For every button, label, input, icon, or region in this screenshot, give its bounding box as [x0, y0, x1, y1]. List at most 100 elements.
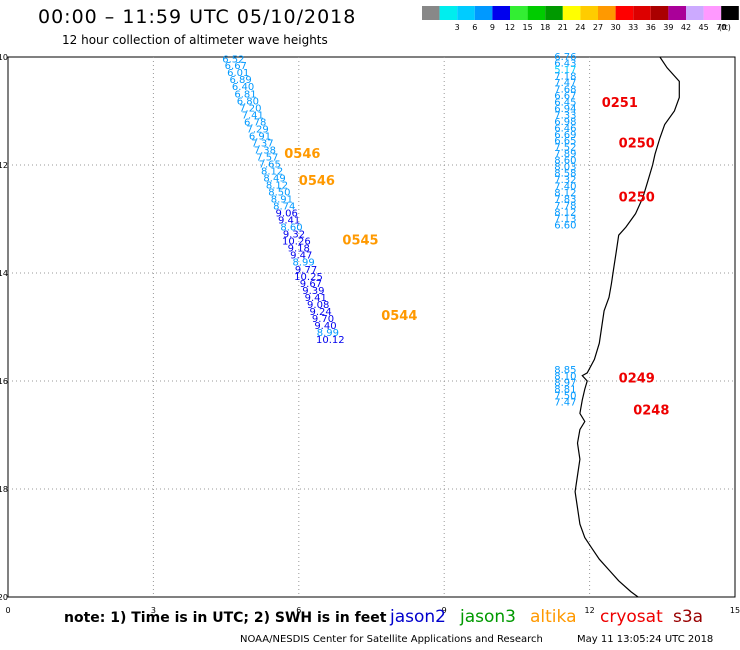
legend-swatch [422, 6, 440, 20]
swh-value-cryosat: 7.89 [554, 149, 576, 160]
x-tick-label: 9 [442, 606, 447, 615]
swh-value-altika: 9.41 [278, 216, 300, 227]
swh-value-cryosat: 7.33 [554, 110, 576, 121]
legend-swatch [545, 6, 563, 20]
x-tick-label: 6 [296, 606, 301, 615]
swh-value-cryosat: 6.65 [554, 136, 576, 147]
swh-value-altika: 10.25 [294, 272, 323, 283]
pass-label-cryosat: 0248 [633, 404, 669, 419]
swh-value-cryosat: 8.85 [554, 365, 576, 376]
legend-tick-label: 21 [558, 23, 568, 32]
swh-value-cryosat: 8.81 [554, 385, 576, 396]
swh-value-cryosat: 7.78 [554, 201, 576, 212]
legend-swatch [721, 6, 739, 20]
swh-value-altika: 10.26 [282, 237, 311, 248]
swh-value-altika: 9.70 [312, 314, 334, 325]
legend-tick-label: 18 [540, 23, 550, 32]
swh-value-cryosat: 6.98 [554, 117, 576, 128]
swh-value-altika: 9.18 [288, 244, 310, 255]
swh-value-altika: 7.41 [242, 110, 264, 121]
legend-tick-label: 27 [593, 23, 603, 32]
swh-value-cryosat: 8.12 [554, 188, 576, 199]
swh-value-cryosat: 6.45 [554, 97, 576, 108]
swh-value-altika: 7.65 [259, 159, 281, 170]
swh-value-altika: 6.67 [225, 61, 247, 72]
swh-value-altika: 6.01 [227, 68, 249, 79]
legend-cryosat: cryosat [600, 607, 663, 627]
swh-value-cryosat: 8.03 [554, 162, 576, 173]
legend-swatch [580, 6, 598, 20]
swh-value-altika: 9.47 [290, 251, 312, 262]
swh-value-altika: 6.89 [230, 75, 252, 86]
plot-frame [7, 56, 736, 598]
legend-swatch [633, 6, 651, 20]
swh-value-cryosat: 6.43 [554, 58, 576, 69]
legend-s3a: s3a [673, 607, 704, 627]
swh-value-altika: 6.91 [249, 131, 271, 142]
legend-tick-label: 30 [611, 23, 621, 32]
x-tick-label: 0 [5, 606, 10, 615]
legend-swatch [615, 6, 634, 20]
legend-swatch [562, 6, 581, 20]
legend-tick-label: 9 [490, 23, 495, 32]
legend-jason2: jason2 [390, 607, 446, 627]
swh-value-altika: 9.06 [276, 209, 298, 220]
swh-value-cryosat: 6.46 [554, 123, 576, 134]
swh-value-altika: 7.20 [239, 103, 261, 114]
swh-value-cryosat: 8.60 [554, 156, 576, 167]
legend-swatch [474, 6, 493, 20]
swh-value-cryosat: 7.83 [554, 195, 576, 206]
swh-value-altika: 6.52 [222, 55, 244, 66]
swh-value-altika: 6.40 [232, 82, 254, 93]
swh-value-altika: 9.32 [283, 230, 305, 241]
pass-label-altika: 0544 [381, 309, 417, 324]
legend-swatch [457, 6, 475, 20]
legend-swatch [668, 6, 686, 20]
legend-tick-label: 24 [575, 23, 585, 32]
legend-tick-label: 33 [628, 23, 638, 32]
legend-swatch [598, 6, 616, 20]
legend-tick-label: 42 [681, 23, 691, 32]
pass-label-cryosat: 0250 [619, 190, 655, 205]
y-tick-label: -18 [0, 485, 8, 494]
swh-value-cryosat: 5.17 [554, 65, 576, 76]
swh-value-altika: 6.80 [237, 96, 259, 107]
swh-value-cryosat: 6.76 [554, 52, 576, 63]
credit-line: NOAA/NESDIS Center for Satellite Applica… [240, 634, 543, 645]
pass-label-altika: 0546 [299, 174, 335, 189]
color-scale-legend: 3 6 9 12 15 18 21 24 27 30 33 36 39 42 45 70(ft) [422, 6, 739, 32]
swh-value-cryosat: 7.13 [554, 214, 576, 225]
legend-tick-label: 36 [646, 23, 656, 32]
legend-tick-label: 12 [505, 23, 515, 32]
generated-timestamp: May 11 13:05:24 UTC 2018 [577, 634, 714, 645]
swh-points: 6.526.676.016.896.406.816.807.207.416.78… [222, 52, 576, 409]
legend-swatch [510, 6, 528, 20]
swh-value-altika: 8.12 [266, 181, 288, 192]
swh-value-altika: 6.81 [234, 89, 256, 100]
coastline-path [574, 56, 680, 598]
pass-label-altika: 0546 [284, 147, 320, 162]
x-tick-label: 12 [585, 606, 595, 615]
swh-value-altika: 10.12 [316, 335, 345, 346]
legend-tick-label: 70 [716, 23, 726, 32]
swh-value-altika: 9.24 [309, 307, 331, 318]
swh-value-altika: 9.41 [305, 293, 327, 304]
units-note: note: 1) Time is in UTC; 2) SWH is in fe… [64, 610, 387, 626]
axis-tick-labels: 0 3 6 9 12 15 -10 -12 -14 -16 -18 -20 [0, 53, 740, 615]
page-title: 00:00 – 11:59 UTC 05/10/2018 [38, 6, 357, 28]
swh-value-cryosat: 6.67 [554, 91, 576, 102]
swh-value-altika: 8.50 [268, 188, 290, 199]
swh-value-altika: 8.91 [271, 195, 293, 206]
swh-value-altika: 8.99 [317, 328, 339, 339]
swh-value-altika: 8.49 [263, 174, 285, 185]
legend-tick-label: 45 [699, 23, 709, 32]
page-subtitle: 12 hour collection of altimeter wave hei… [62, 33, 328, 47]
swh-value-altika: 8.12 [261, 166, 283, 177]
y-tick-label: -20 [0, 593, 8, 602]
legend-tick-label: 3 [455, 23, 460, 32]
legend-swatch [650, 6, 669, 20]
swh-value-cryosat: 7.52 [554, 143, 576, 154]
pass-label-cryosat: 0251 [602, 96, 638, 111]
swh-value-altika: 7.37 [251, 138, 273, 149]
